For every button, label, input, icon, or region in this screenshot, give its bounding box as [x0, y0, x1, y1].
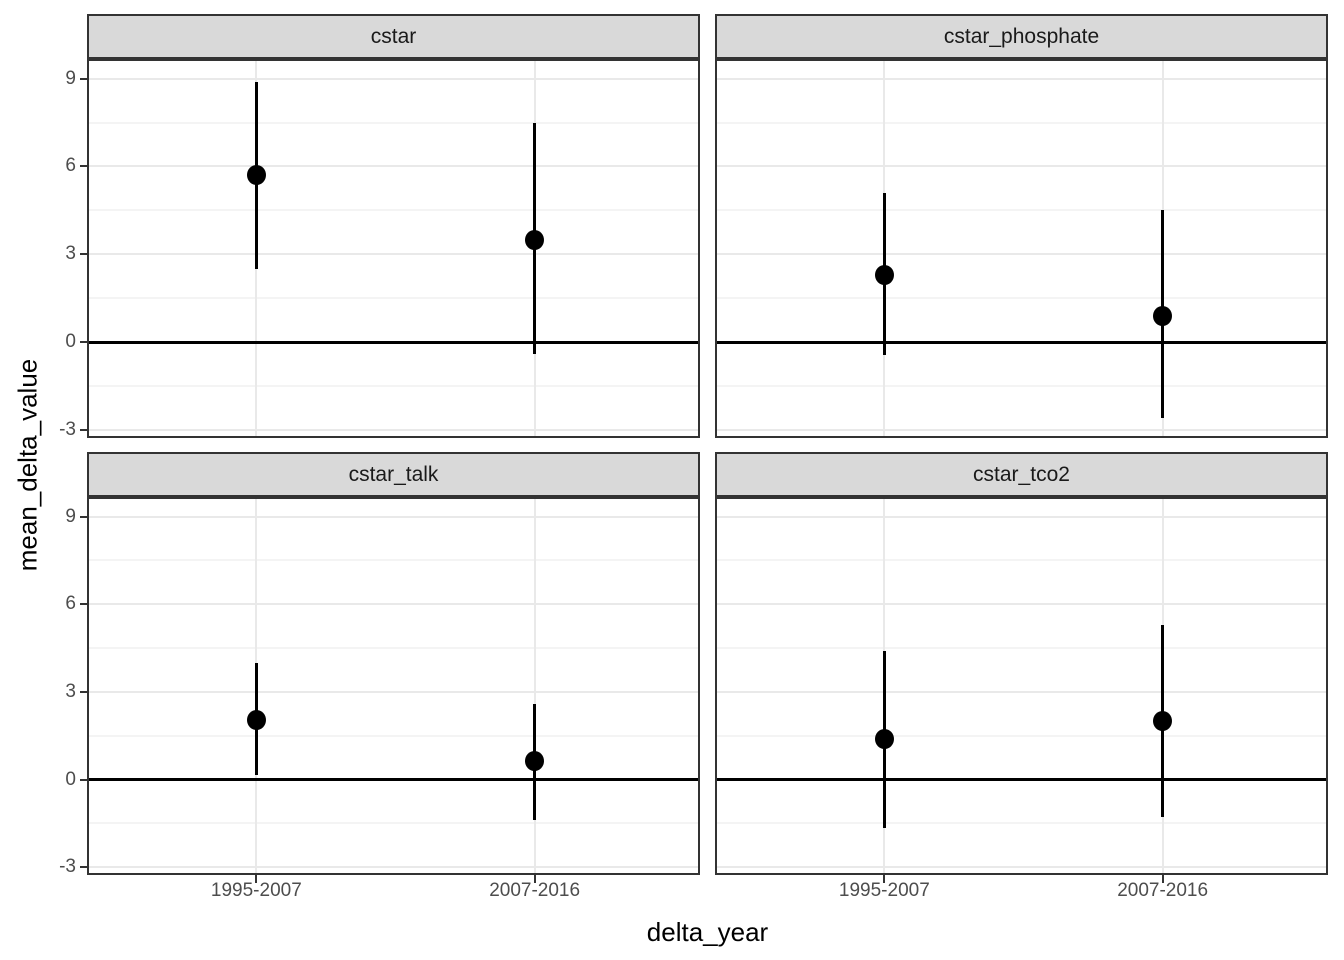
x-axis-title: delta_year	[646, 917, 769, 947]
minor-gridline	[89, 385, 698, 388]
major-gridline	[717, 165, 1326, 168]
data-point	[1153, 711, 1173, 732]
y-axis-tick-label: 9	[65, 505, 76, 527]
data-point	[246, 709, 266, 730]
facet-cstar-phosphate: cstar_phosphate	[715, 14, 1328, 438]
minor-gridline	[89, 121, 698, 124]
y-axis-tick-label: -3	[59, 419, 76, 441]
major-gridline	[717, 603, 1326, 606]
minor-gridline	[717, 121, 1326, 124]
data-point	[525, 750, 545, 771]
facet-strip: cstar_phosphate	[715, 14, 1328, 59]
y-axis-tick-label: -3	[59, 856, 76, 878]
y-axis-tick	[80, 77, 88, 80]
minor-gridline	[717, 559, 1326, 562]
y-axis-tick-label: 6	[65, 593, 76, 615]
y-axis-tick	[80, 690, 88, 693]
zero-reference-line	[89, 778, 698, 781]
y-axis-tick-label: 0	[65, 768, 76, 790]
major-gridline	[717, 77, 1326, 80]
panel-plot-area	[87, 59, 700, 438]
minor-gridline	[89, 647, 698, 650]
minor-gridline	[89, 559, 698, 562]
zero-reference-line	[89, 340, 698, 344]
y-axis-tick	[80, 253, 88, 256]
y-axis-tick-label: 3	[65, 243, 76, 265]
facet-strip: cstar_tco2	[715, 452, 1328, 497]
major-gridline-vertical	[533, 499, 536, 873]
minor-gridline	[89, 822, 698, 825]
major-gridline	[89, 77, 698, 80]
minor-gridline	[717, 734, 1326, 737]
y-axis-tick	[80, 866, 88, 869]
data-point	[874, 728, 894, 749]
x-axis-tick	[533, 875, 536, 883]
facet-strip: cstar	[87, 14, 700, 59]
panel-plot-area	[87, 497, 700, 875]
x-axis-tick-label: 1995-2007	[838, 880, 930, 901]
y-axis-tick	[80, 603, 88, 606]
facet-cstar: cstar	[87, 14, 700, 438]
data-point	[1153, 305, 1173, 326]
minor-gridline	[89, 734, 698, 737]
major-gridline	[717, 690, 1326, 693]
y-axis-tick-label: 0	[65, 331, 76, 353]
x-axis-tick-label: 1995-2007	[210, 880, 302, 901]
minor-gridline	[89, 297, 698, 300]
major-gridline	[717, 866, 1326, 869]
major-gridline	[89, 165, 698, 168]
minor-gridline	[89, 209, 698, 212]
facet-strip-label: cstar_talk	[348, 462, 439, 486]
data-point	[246, 165, 266, 186]
major-gridline	[717, 515, 1326, 518]
y-axis-tick-label: 9	[65, 67, 76, 89]
minor-gridline	[717, 209, 1326, 212]
facet-cstar-talk: cstar_talk	[87, 452, 700, 875]
x-axis-tick	[255, 875, 258, 883]
x-axis-tick	[883, 875, 886, 883]
y-axis-tick	[80, 341, 88, 344]
major-gridline	[89, 515, 698, 518]
facet-strip-label: cstar_phosphate	[943, 24, 1100, 48]
major-gridline	[89, 866, 698, 869]
major-gridline	[89, 690, 698, 693]
major-gridline	[89, 253, 698, 256]
minor-gridline	[717, 385, 1326, 388]
major-gridline	[89, 603, 698, 606]
minor-gridline	[717, 297, 1326, 300]
major-gridline	[717, 253, 1326, 256]
facet-strip-label: cstar	[370, 24, 417, 48]
minor-gridline	[717, 822, 1326, 825]
x-axis-tick	[1161, 875, 1164, 883]
panel-plot-area	[715, 497, 1328, 875]
y-axis-title: mean_delta_value	[12, 358, 43, 572]
facet-strip-label: cstar_tco2	[973, 462, 1070, 486]
zero-reference-line	[717, 778, 1326, 781]
major-gridline	[717, 429, 1326, 432]
x-axis-tick-label: 2007-2016	[489, 880, 581, 901]
facet-strip: cstar_talk	[87, 452, 700, 497]
y-axis-tick	[80, 165, 88, 168]
facet-cstar-tco2: cstar_tco2	[715, 452, 1328, 875]
data-point	[874, 264, 894, 285]
x-axis-tick-label: 2007-2016	[1117, 880, 1209, 901]
major-gridline	[89, 429, 698, 432]
y-axis-tick	[80, 515, 88, 518]
minor-gridline	[717, 647, 1326, 650]
zero-reference-line	[717, 340, 1326, 344]
y-axis-tick	[80, 429, 88, 432]
panel-plot-area	[715, 59, 1328, 438]
y-axis-tick	[80, 778, 88, 781]
y-axis-tick-label: 3	[65, 680, 76, 702]
data-point	[525, 229, 545, 250]
y-axis-tick-label: 6	[65, 155, 76, 177]
